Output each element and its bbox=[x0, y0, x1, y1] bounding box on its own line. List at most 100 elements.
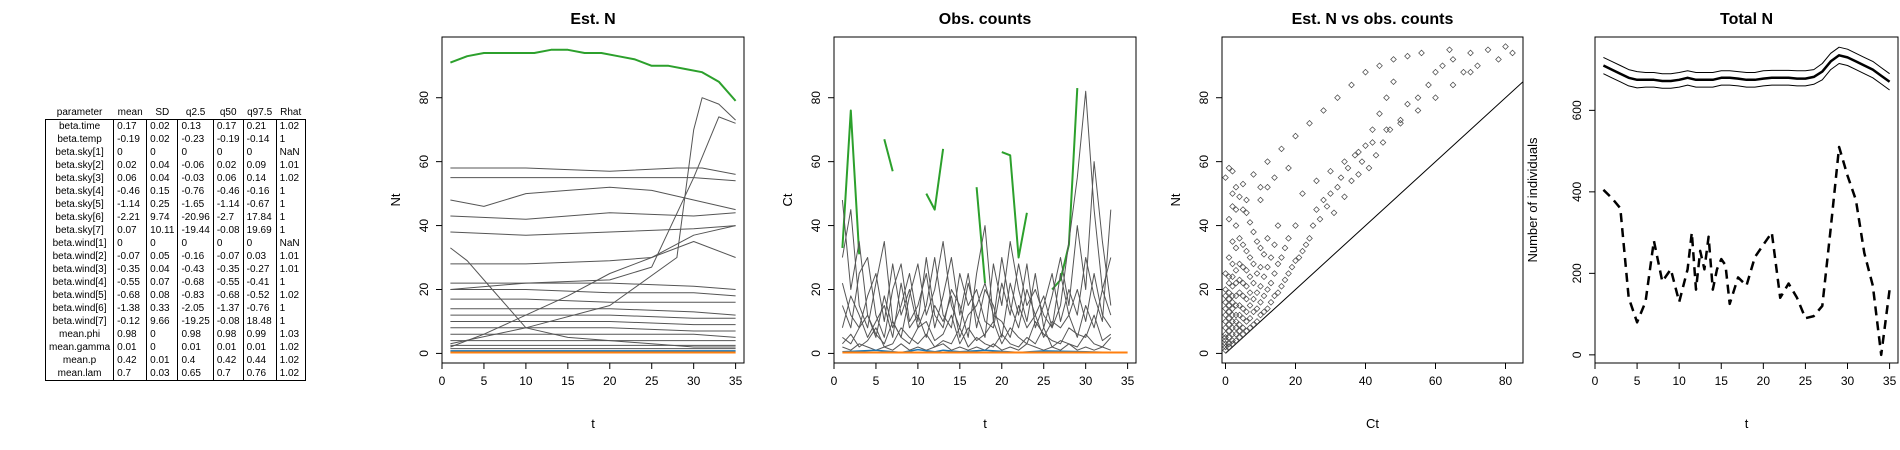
table-cell: 1 bbox=[275, 302, 306, 315]
scatter-point bbox=[1257, 311, 1264, 319]
x-tick-label: 20 bbox=[1289, 374, 1303, 388]
scatter-point bbox=[1383, 94, 1390, 102]
scatter-point bbox=[1246, 219, 1254, 226]
scatter-point bbox=[1232, 244, 1240, 252]
chart-panel-4: Total N t Number of individuals 0 5 10 15 20 25 3… bbox=[1525, 11, 1899, 431]
scatter-point bbox=[1225, 289, 1233, 296]
table-cell: NaN bbox=[275, 146, 306, 159]
table-cell: NaN bbox=[275, 237, 306, 250]
scatter-point bbox=[1414, 107, 1422, 114]
scatter-point bbox=[1260, 308, 1268, 316]
scatter-point bbox=[1243, 327, 1250, 335]
scatter-point bbox=[1446, 46, 1453, 54]
series-line bbox=[450, 289, 736, 297]
y-tick-label: 60 bbox=[809, 155, 823, 169]
table-cell: 0.4 bbox=[177, 354, 214, 367]
series-line bbox=[975, 187, 986, 284]
x-tick-label: 30 bbox=[1841, 374, 1855, 388]
scatter-point bbox=[1222, 298, 1229, 306]
scatter-point bbox=[1222, 330, 1229, 338]
scatter-point bbox=[1271, 174, 1278, 181]
scatter-point bbox=[1243, 318, 1250, 325]
x-tick-label: 0 bbox=[831, 374, 838, 388]
chart-title: Est. N bbox=[570, 11, 615, 28]
scatter-point bbox=[1299, 190, 1306, 197]
table-row: beta.sky[7] 0.07 10.11 -19.44 -0.08 19.69 1 bbox=[44, 224, 306, 237]
scatter-point bbox=[1397, 119, 1404, 127]
y-tick-label: 0 bbox=[417, 350, 431, 357]
y-axis-label: Ct bbox=[780, 193, 795, 206]
scatter-point bbox=[1313, 177, 1320, 185]
parameter-name-cell: beta.wind[2] bbox=[44, 250, 115, 263]
column-header: parameter bbox=[56, 107, 103, 118]
scatter-point bbox=[1246, 314, 1254, 322]
scatter-point bbox=[1292, 222, 1299, 229]
scatter-point bbox=[1239, 324, 1247, 332]
scatter-point bbox=[1425, 81, 1432, 89]
scatter-point bbox=[1229, 273, 1236, 281]
scatter-point bbox=[1341, 193, 1348, 201]
scatter-point bbox=[1327, 167, 1334, 175]
scatter-point bbox=[1232, 222, 1240, 229]
series-line bbox=[450, 167, 736, 175]
series-line bbox=[450, 321, 736, 326]
table-cell: -0.68 bbox=[177, 276, 214, 289]
x-tick-label: 5 bbox=[873, 374, 880, 388]
scatter-point bbox=[1267, 254, 1275, 261]
scatter-point bbox=[1239, 263, 1247, 271]
x-axis-label: t bbox=[983, 416, 987, 431]
scatter-point bbox=[1260, 273, 1268, 281]
parameter-name-cell: beta.wind[3] bbox=[44, 263, 115, 276]
table-cell: 0.98 bbox=[177, 328, 214, 341]
scatter-point bbox=[1243, 247, 1250, 255]
scatter-point bbox=[1348, 81, 1355, 89]
y-tick-label: 80 bbox=[1197, 91, 1211, 105]
plot-frame bbox=[1221, 36, 1524, 364]
scatter-point bbox=[1299, 247, 1306, 255]
parameter-name-cell: beta.wind[5] bbox=[44, 289, 115, 302]
y-tick-label: 20 bbox=[1197, 282, 1211, 296]
scatter-point bbox=[1232, 324, 1240, 332]
scatter-point bbox=[1281, 244, 1289, 252]
table-row: beta.sky[2] 0.02 0.04 -0.06 0.02 0.09 1.01 bbox=[44, 159, 306, 172]
table-row: beta.wind[7] -0.12 9.66 -19.25 -0.08 18.48 1 bbox=[44, 315, 306, 328]
reference-line-1to1 bbox=[1225, 81, 1523, 354]
table-cell: 1.02 bbox=[275, 172, 306, 185]
x-tick-label: 20 bbox=[995, 374, 1009, 388]
y-axis-label: Nt bbox=[1168, 193, 1183, 206]
chart-panel-1: Est. N t Nt 0 5 10 15 20 25 30 35 0 20 40 60 80 bbox=[388, 11, 745, 431]
x-tick-label: 10 bbox=[519, 374, 533, 388]
scatter-point bbox=[1264, 263, 1271, 271]
scatter-point bbox=[1239, 241, 1247, 249]
series-line bbox=[450, 186, 736, 211]
y-tick-label: 60 bbox=[417, 155, 431, 169]
parameter-name-cell: beta.sky[2] bbox=[44, 159, 115, 172]
series-line bbox=[1602, 54, 1891, 83]
scatter-point bbox=[1502, 43, 1509, 50]
y-tick-label: 200 bbox=[1570, 263, 1584, 283]
scatter-point bbox=[1222, 311, 1229, 319]
table-cell: -0.03 bbox=[177, 172, 214, 185]
scatter-point bbox=[1236, 260, 1243, 268]
scatter-point bbox=[1229, 260, 1236, 268]
scatter-point bbox=[1246, 273, 1254, 281]
y-tick-label: 0 bbox=[1197, 350, 1211, 357]
scatter-point bbox=[1222, 324, 1229, 332]
parameter-name-cell: beta.sky[7] bbox=[44, 224, 115, 237]
table-row: beta.wind[3] -0.35 0.04 -0.43 -0.35 -0.27 1.01 bbox=[44, 263, 306, 276]
scatter-point bbox=[1260, 251, 1268, 258]
scatter-point bbox=[1232, 318, 1240, 325]
scatter-point bbox=[1285, 270, 1292, 277]
x-tick-label: 35 bbox=[729, 374, 743, 388]
column-header: Rhat bbox=[280, 107, 302, 118]
scatter-point bbox=[1264, 183, 1271, 191]
x-tick-label: 40 bbox=[1359, 374, 1373, 388]
scatter-point bbox=[1313, 206, 1320, 213]
y-tick-label: 40 bbox=[809, 219, 823, 233]
scatter-point bbox=[1397, 116, 1404, 124]
x-axis-label: Ct bbox=[1366, 416, 1379, 431]
y-tick-label: 80 bbox=[809, 91, 823, 105]
column-header: q50 bbox=[219, 107, 237, 118]
y-tick-label: 0 bbox=[1570, 351, 1584, 358]
